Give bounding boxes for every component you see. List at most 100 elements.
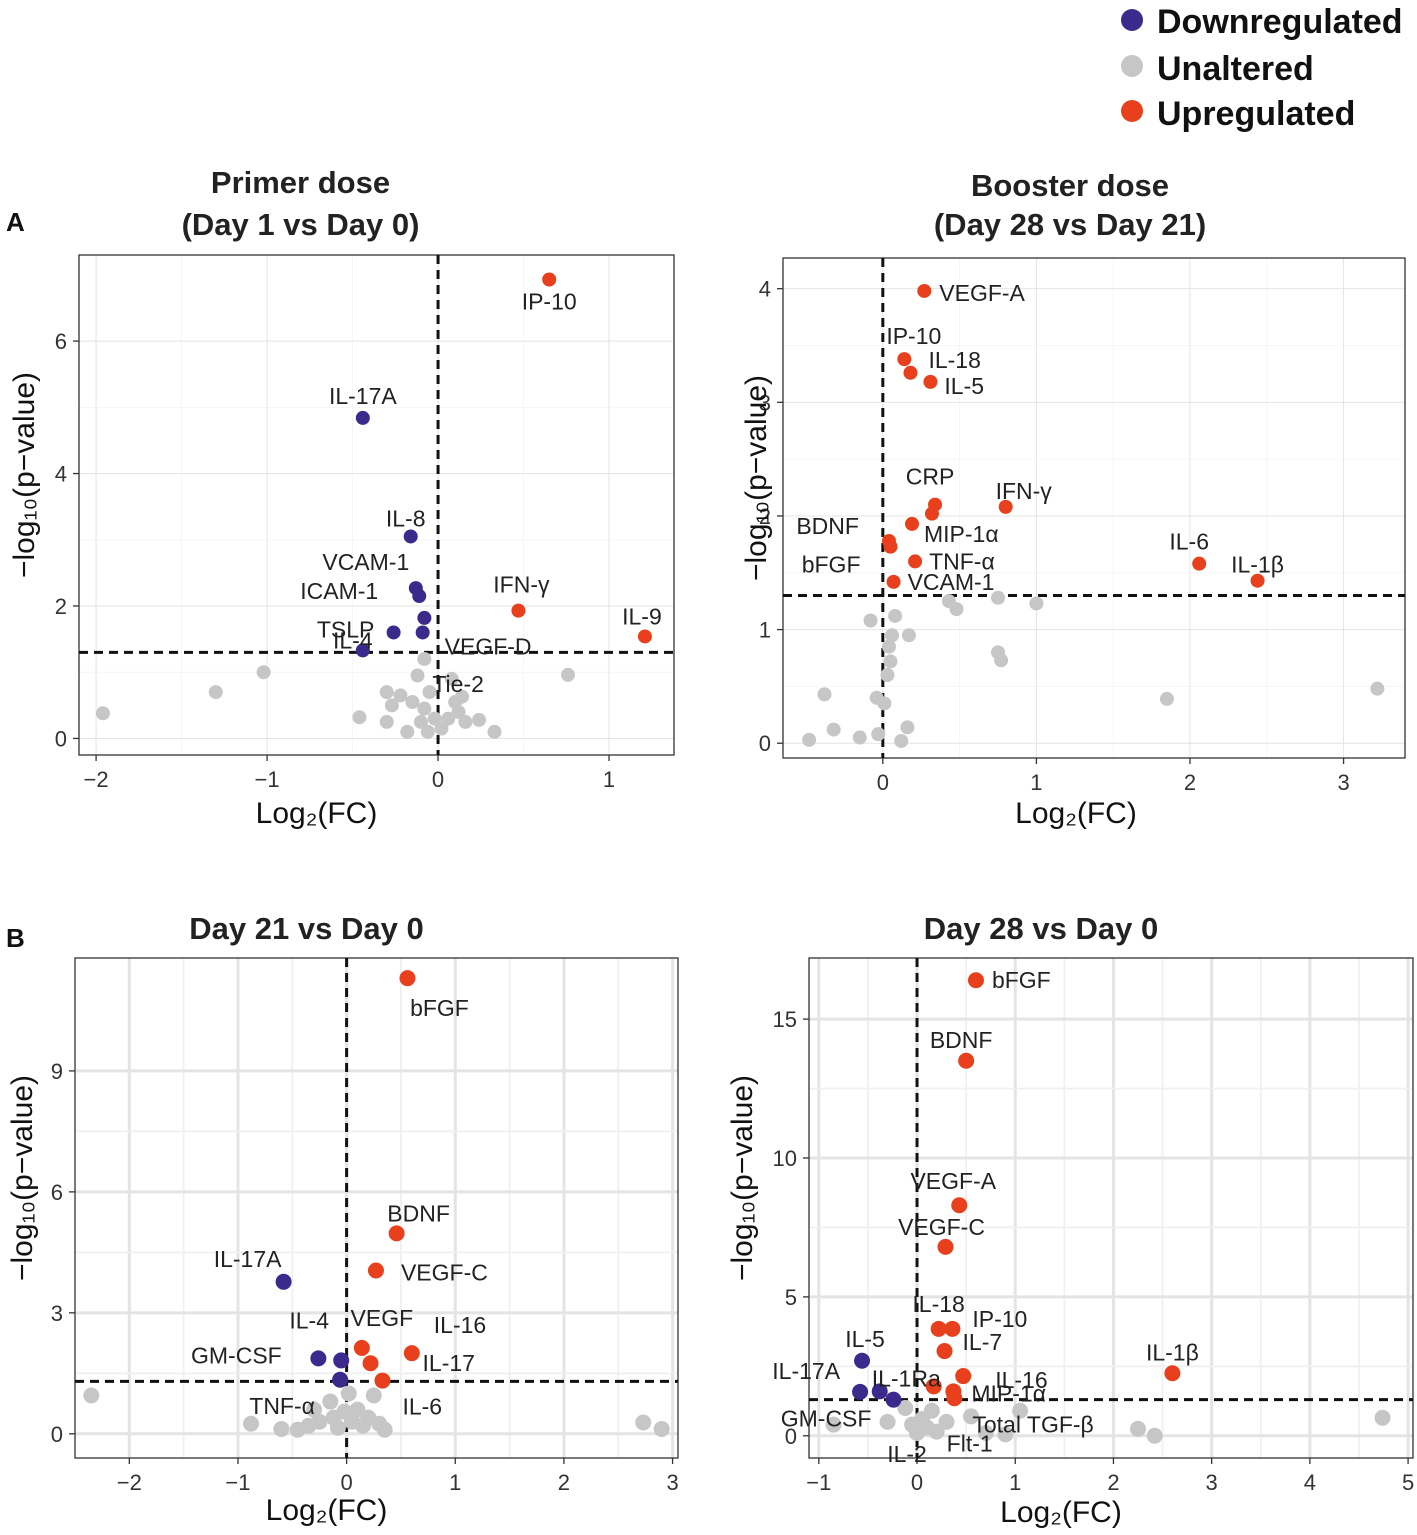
data-point-up: [917, 283, 932, 298]
point-label: bFGF: [992, 967, 1051, 993]
plot-background: [783, 258, 1405, 758]
data-point-up: [967, 972, 984, 989]
x-tick-label: 3: [1206, 1470, 1218, 1495]
data-point-up: [542, 272, 557, 287]
x-tick-label: 3: [666, 1470, 678, 1495]
plot-background: [809, 958, 1413, 1458]
data-point-down: [386, 625, 401, 640]
data-point-none: [95, 706, 110, 721]
x-tick-label: 2: [1107, 1470, 1119, 1495]
data-point-none: [949, 602, 964, 617]
data-point-up: [388, 1225, 405, 1242]
point-label: IL-4: [333, 627, 373, 653]
legend-swatch-unaltered: [1121, 55, 1143, 77]
data-point-none: [454, 689, 469, 704]
point-label: IL-1β: [1231, 552, 1284, 578]
data-point-up: [883, 539, 898, 554]
point-label: IL-16: [434, 1312, 486, 1338]
data-point-none: [434, 721, 449, 736]
data-point-up: [399, 970, 416, 987]
data-point-down: [355, 410, 370, 425]
x-tick-label: −1: [806, 1470, 831, 1495]
data-point-none: [802, 732, 817, 747]
y-tick-label: 3: [759, 390, 771, 415]
point-label: VEGF-A: [910, 1168, 996, 1194]
x-tick-label: 3: [1337, 770, 1349, 795]
data-point-none: [1012, 1402, 1029, 1419]
y-tick-label: 6: [55, 329, 67, 354]
legend-swatch-downregulated: [1121, 9, 1143, 31]
data-point-down: [332, 1371, 349, 1388]
data-point-none: [420, 724, 435, 739]
data-point-none: [635, 1414, 652, 1431]
data-point-none: [417, 651, 432, 666]
point-label: IL-18: [928, 347, 980, 373]
x-tick-label: 1: [1009, 1470, 1021, 1495]
point-label: VEGF-A: [939, 280, 1025, 306]
point-label: TNF-α: [249, 1393, 315, 1419]
data-point-up: [353, 1339, 370, 1356]
data-point-none: [1029, 596, 1044, 611]
y-tick-label: 2: [759, 504, 771, 529]
data-point-down: [852, 1383, 869, 1400]
data-point-up: [1250, 573, 1265, 588]
y-tick-label: 9: [51, 1059, 63, 1084]
point-label: IL-6: [1169, 529, 1209, 555]
data-point-up: [886, 574, 901, 589]
data-point-up: [998, 499, 1013, 514]
point-label: IFN-γ: [996, 478, 1053, 504]
data-point-up: [905, 516, 920, 531]
data-point-none: [273, 1420, 290, 1437]
point-label: IL-1β: [1146, 1339, 1199, 1365]
legend-swatch-upregulated: [1121, 100, 1143, 122]
plot-border: [808, 957, 1414, 1459]
point-label: MIP-1α: [924, 521, 999, 547]
point-label: IL-2: [887, 1441, 927, 1467]
x-tick-label: 5: [1402, 1470, 1414, 1495]
chart-title: (Day 1 vs Day 0): [182, 207, 420, 242]
x-tick-label: 0: [911, 1470, 923, 1495]
x-tick-label: −1: [225, 1470, 250, 1495]
data-point-none: [322, 1393, 339, 1410]
point-label: VEGF-D: [445, 633, 532, 659]
y-tick-label: 4: [55, 462, 67, 487]
data-point-up: [1192, 556, 1207, 571]
chart-primer-dose: −2 −1 0 1 0 2 4 6 IP-10 IL-17A IL-8 VCAM-1 ICAM-1 TSL…: [8, 165, 675, 830]
data-point-none: [871, 727, 886, 742]
y-tick-label: 5: [785, 1285, 797, 1310]
legend-label-unaltered: Unaltered: [1157, 50, 1314, 88]
data-point-down: [310, 1350, 327, 1367]
point-label: IL-17A: [772, 1358, 840, 1384]
point-label: CRP: [906, 464, 955, 490]
point-label: IL-5: [944, 373, 984, 399]
data-point-none: [1374, 1409, 1391, 1426]
data-point-none: [881, 639, 896, 654]
point-label: Tie-2: [432, 671, 484, 697]
point-label: GM-CSF: [191, 1342, 282, 1368]
x-axis-label: Log₂(FC): [1000, 1496, 1122, 1529]
y-axis-label: −log₁₀(p−value): [6, 1075, 39, 1281]
data-point-up: [1164, 1365, 1181, 1382]
data-point-none: [410, 668, 425, 683]
data-point-up: [367, 1262, 384, 1279]
chart-title: Primer dose: [211, 165, 390, 200]
point-label: BDNF: [930, 1027, 993, 1053]
data-point-none: [852, 730, 867, 745]
data-point-up: [403, 1345, 420, 1362]
data-point-none: [817, 687, 832, 702]
chart-day28-vs-day0: −1 0 1 2 3 4 5 0 5 10 15 bFGF BDNF VEGF-A VEGF-C IL-18 I…: [726, 911, 1414, 1529]
data-point-none: [1370, 681, 1385, 696]
point-label: VCAM-1: [908, 569, 995, 595]
point-label: VEGF-C: [898, 1214, 985, 1240]
data-point-none: [417, 701, 432, 716]
point-label: VCAM-1: [322, 549, 409, 575]
point-label: IL-18: [912, 1291, 964, 1317]
data-point-up: [946, 1390, 963, 1407]
point-label: IL-17: [423, 1350, 475, 1376]
data-point-down: [355, 643, 370, 658]
chart-title: (Day 28 vs Day 21): [934, 207, 1206, 242]
y-tick-label: 10: [773, 1146, 797, 1171]
data-point-none: [379, 714, 394, 729]
data-point-none: [441, 711, 456, 726]
